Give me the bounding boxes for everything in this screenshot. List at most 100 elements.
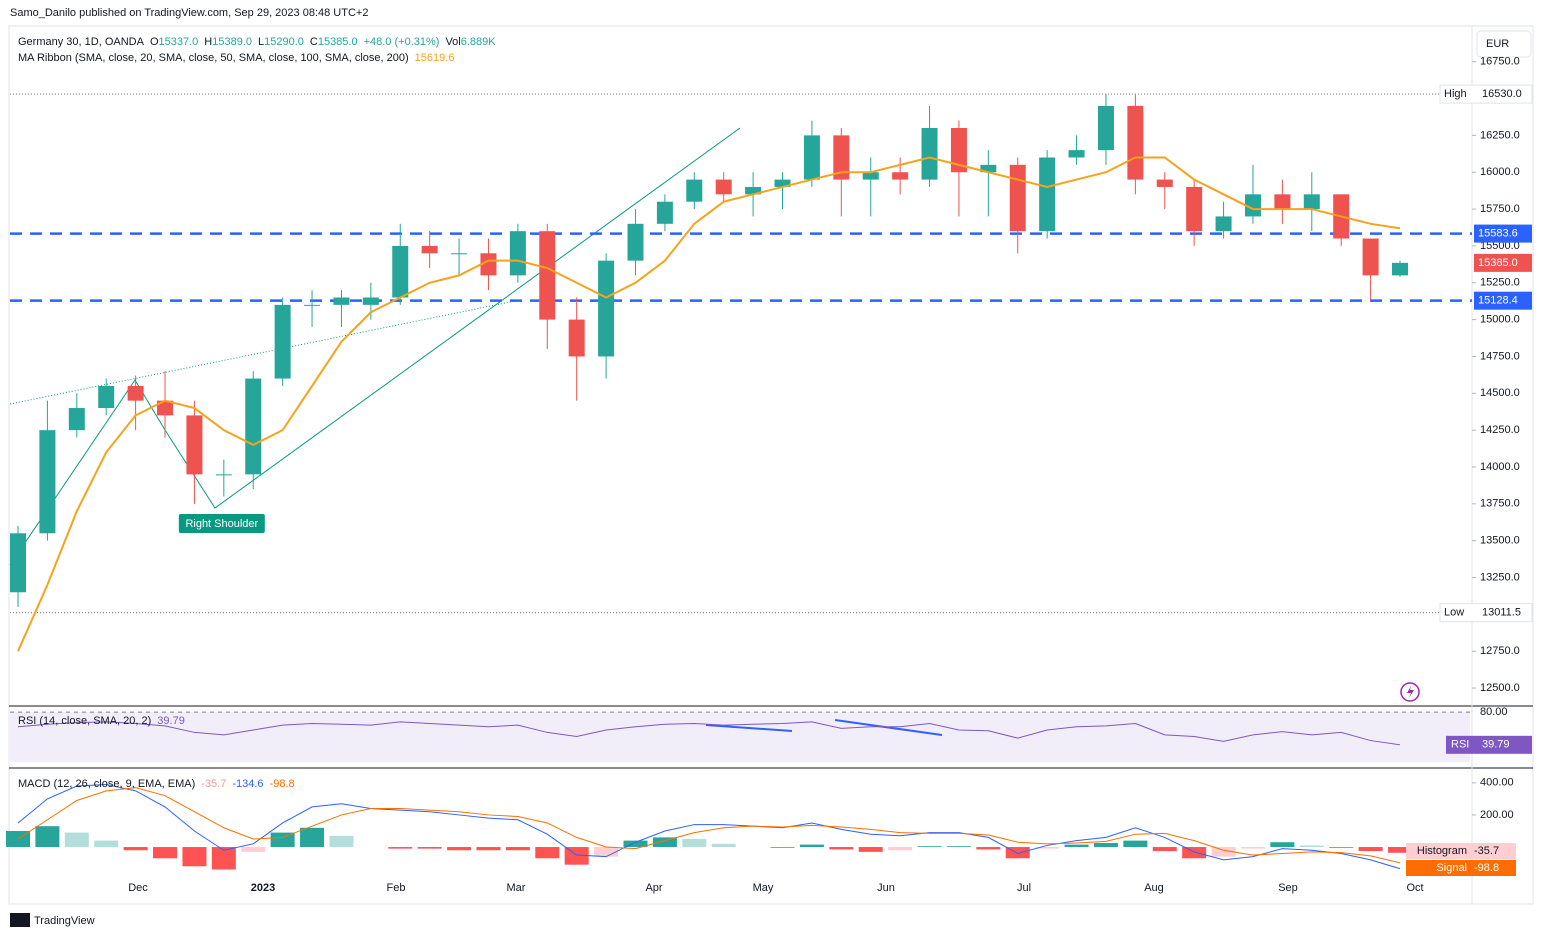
- histogram-bar: [182, 847, 207, 867]
- candle-body: [1244, 194, 1261, 217]
- histogram-bar: [64, 832, 89, 848]
- rsi-title: RSI (14, close, SMA, 20, 2): [18, 715, 151, 727]
- level-tag: 15583.6: [1478, 227, 1518, 239]
- histogram-bar: [270, 832, 295, 848]
- y-tick-label: 14000.0: [1480, 461, 1520, 473]
- histogram-bar: [329, 835, 354, 848]
- candle-body: [245, 378, 262, 475]
- candle-body: [98, 385, 115, 409]
- histogram-bar: [682, 839, 707, 848]
- macd-line: [17, 787, 1401, 864]
- annotation-bg: [178, 514, 265, 533]
- macd-tag-name: Signal: [1436, 862, 1467, 874]
- alert-bolt: [1407, 686, 1414, 698]
- macd-tag-bg: [1406, 843, 1516, 859]
- x-tick-label: Jul: [1017, 882, 1031, 894]
- rsi-line: [17, 721, 1401, 746]
- x-tick-label: Dec: [128, 882, 148, 894]
- legend-key: C: [310, 36, 318, 48]
- candle-body: [1039, 157, 1056, 232]
- legend: Germany 30, 1D, OANDA O15337.0 H15389.0 L15…: [18, 36, 496, 48]
- histogram-bar: [829, 847, 854, 850]
- histogram-bar: [770, 847, 795, 848]
- currency-button[interactable]: [1476, 30, 1532, 58]
- candle-body: [480, 253, 497, 276]
- legend-change: +48.0 (+0.31%): [364, 36, 440, 48]
- histogram-bar: [211, 847, 236, 870]
- rsi-tag-bg: [1446, 735, 1532, 754]
- histogram-bar: [1005, 847, 1030, 859]
- candle-body: [274, 304, 291, 379]
- ma-value: 15619.6: [415, 52, 455, 64]
- histogram-bar: [799, 844, 824, 848]
- candle-body: [333, 297, 350, 305]
- candle-body: [10, 533, 26, 593]
- alert-icon[interactable]: [1400, 682, 1420, 702]
- histogram-bar: [1064, 844, 1089, 848]
- extreme-name: Low: [1444, 607, 1464, 619]
- macd-value: -134.6: [232, 778, 263, 790]
- legend-value: 15290.0: [264, 36, 304, 48]
- x-tick-label: May: [753, 882, 774, 894]
- rsi-value: 39.79: [157, 715, 185, 727]
- histogram-bar: [153, 847, 178, 859]
- rsi-tag-name: RSI: [1451, 739, 1469, 751]
- candle-body: [921, 128, 938, 180]
- candle-body: [686, 179, 703, 202]
- histogram-bar: [1182, 847, 1207, 859]
- y-tick-label: 12750.0: [1480, 645, 1520, 657]
- candle-body: [1068, 150, 1085, 158]
- candle-body: [39, 430, 56, 534]
- x-tick-label: Mar: [507, 882, 526, 894]
- candle-body: [568, 319, 585, 357]
- histogram-bar: [300, 827, 325, 848]
- histogram-bar: [447, 847, 472, 851]
- candle-body: [127, 385, 144, 401]
- candle-body: [509, 231, 526, 276]
- rsi-tag-value: 39.79: [1482, 739, 1510, 751]
- histogram-bar: [535, 847, 560, 859]
- histogram-bar: [711, 843, 736, 848]
- candle-body: [186, 415, 203, 475]
- histogram-bar: [1388, 847, 1412, 853]
- histogram-bar: [976, 847, 1001, 850]
- x-tick-label: Sep: [1278, 882, 1298, 894]
- histogram-bar: [123, 847, 148, 851]
- candle-body: [892, 172, 909, 180]
- histogram-bar: [417, 847, 442, 849]
- chart-frame: [8, 25, 1534, 905]
- histogram-bar: [1299, 845, 1324, 848]
- last-price-tag-bg: [1474, 253, 1532, 272]
- macd-tag-value: -98.8: [1474, 862, 1499, 874]
- legend-key: O: [150, 36, 159, 48]
- candle-body: [539, 231, 556, 320]
- histogram-bar: [623, 840, 648, 848]
- currency[interactable]: EUR: [1486, 38, 1509, 50]
- histogram-bar: [1240, 847, 1265, 849]
- histogram-bar: [1035, 847, 1060, 849]
- candle-body: [1156, 179, 1173, 187]
- histogram-bar: [564, 847, 589, 865]
- x-tick-label: Oct: [1406, 882, 1423, 894]
- y-tick-label: 16750.0: [1480, 56, 1520, 68]
- divergence-line: [834, 719, 943, 736]
- histogram-bar: [1093, 843, 1118, 848]
- y-tick-label: 13250.0: [1480, 571, 1520, 583]
- candle-body: [215, 474, 232, 476]
- ma-line: [17, 156, 1401, 652]
- macd-value: -98.8: [270, 778, 295, 790]
- macd-title: MACD (12, 26, close, 9, EMA, EMA): [18, 778, 195, 790]
- legend-key: L: [258, 36, 264, 48]
- candle-body: [68, 408, 85, 431]
- publisher: Samo_Danilo published on TradingView.com…: [10, 7, 368, 19]
- y-tick-label: 16000.0: [1480, 166, 1520, 178]
- histogram-bar: [476, 847, 501, 851]
- x-tick-label: Feb: [387, 882, 406, 894]
- candle-body: [1274, 194, 1291, 210]
- y-tick-label: 200.00: [1480, 809, 1514, 821]
- legend: MACD (12, 26, close, 9, EMA, EMA) -35.7 -1…: [18, 778, 295, 790]
- x-tick-label: Apr: [645, 882, 662, 894]
- y-tick-label: 80.00: [1480, 706, 1508, 718]
